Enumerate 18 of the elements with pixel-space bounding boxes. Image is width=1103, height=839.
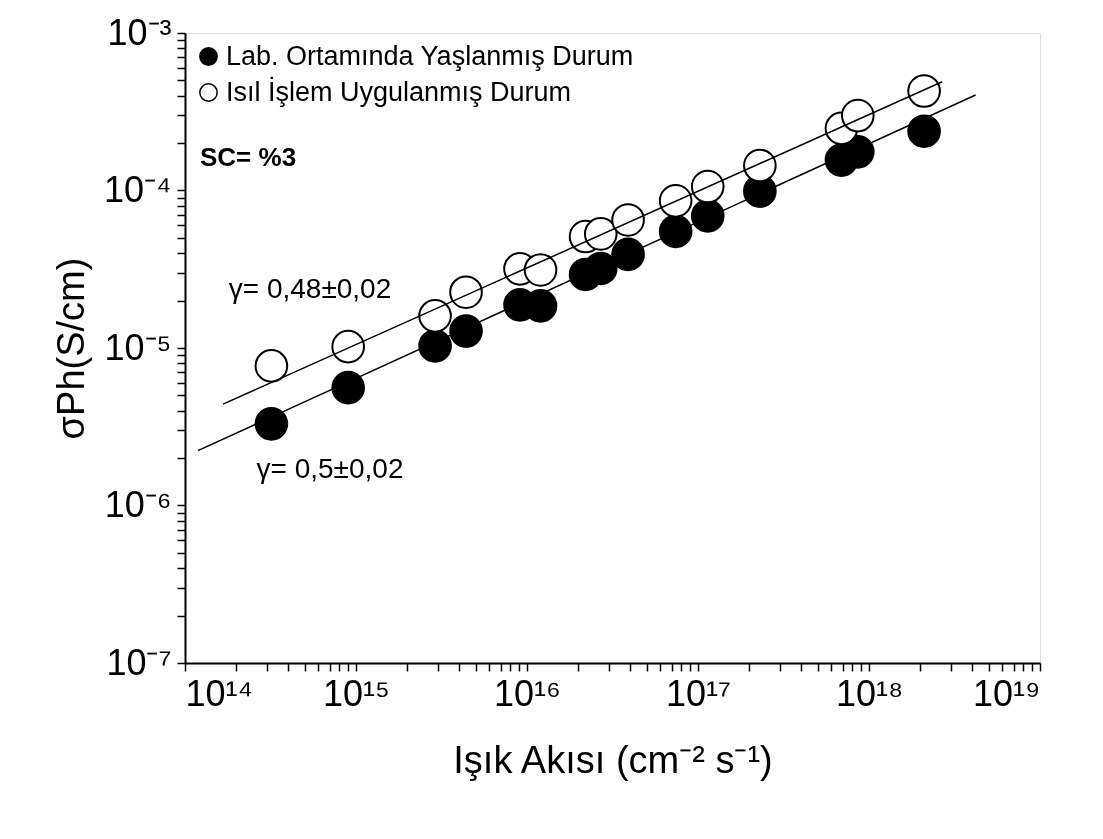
x-tick-label: 10¹⁷	[665, 672, 732, 714]
y-axis-title: σPh(S/cm)	[49, 257, 92, 440]
legend-label: Isıl İşlem Uygulanmış Durum	[226, 75, 572, 107]
x-tick-label: 10¹⁶	[494, 672, 561, 714]
y-tick-label: 10⁻⁷	[106, 641, 172, 683]
y-tick-label: 10⁻⁴	[103, 169, 172, 210]
y-tick-label: 10⁻⁵	[104, 326, 172, 368]
x-tick-label: 10¹⁴	[185, 672, 253, 714]
annotation: SC= %3	[200, 142, 297, 172]
y-tick-label: 10⁻⁶	[104, 484, 172, 525]
legend-label: Lab. Ortamında Yaşlanmış Durum	[226, 40, 634, 71]
x-tick-label: 10¹⁹	[973, 672, 1041, 714]
annotation: γ= 0,48±0,02	[228, 273, 392, 304]
x-tick-label: 10¹⁵	[323, 672, 390, 714]
x-tick-label: 10¹⁸	[835, 672, 904, 714]
x-axis-title: Işık Akısı (cm⁻² s⁻¹)	[453, 738, 773, 781]
annotation: γ= 0,5±0,02	[256, 453, 404, 484]
y-tick-label: 10⁻³	[107, 11, 172, 53]
